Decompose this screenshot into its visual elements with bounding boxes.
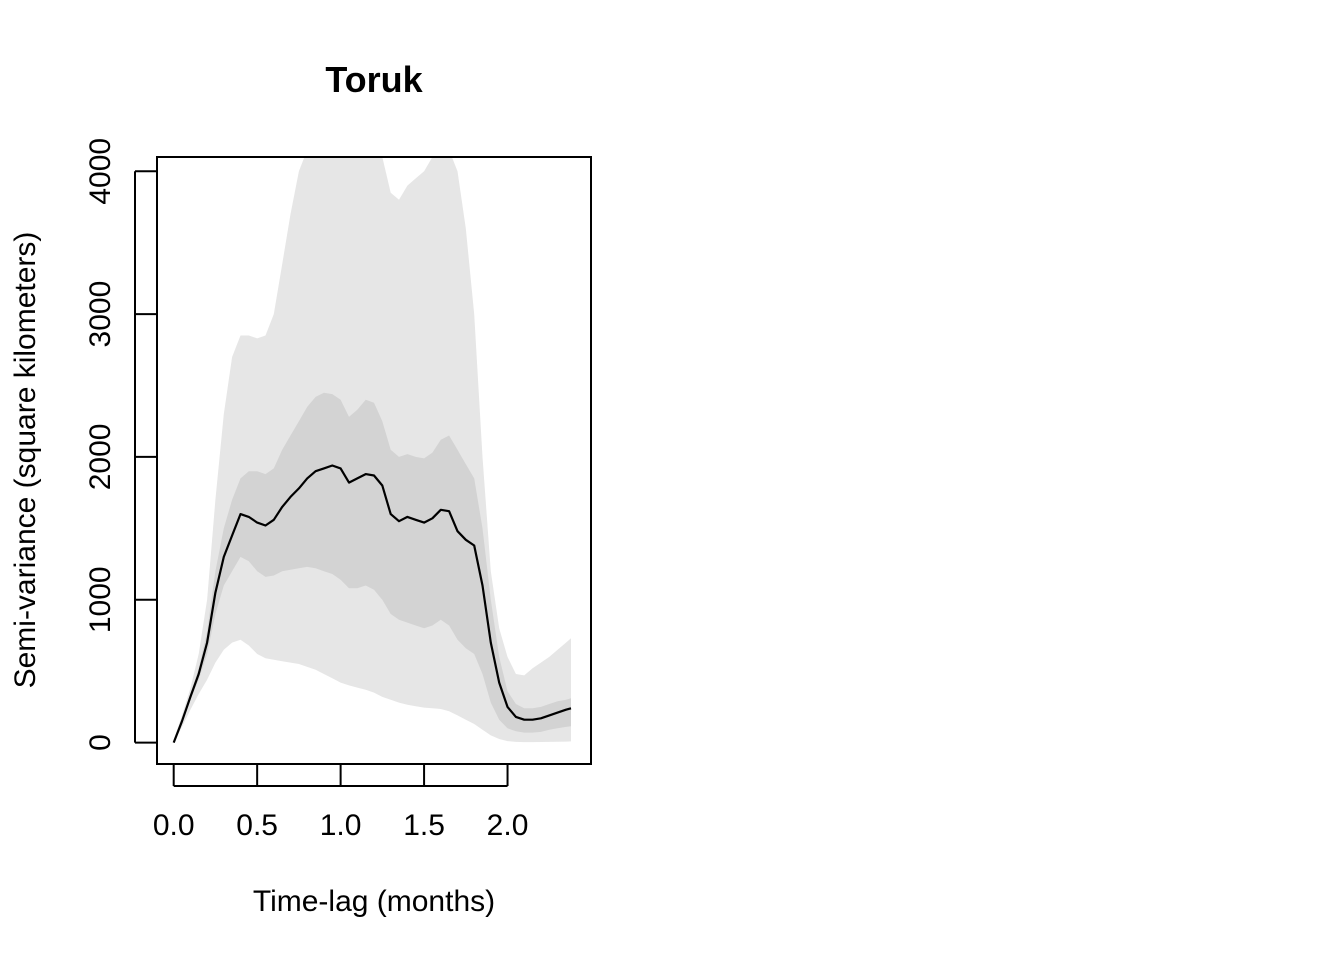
chart-title: Toruk [325,59,423,100]
y-tick-label: 3000 [84,281,117,348]
y-tick-label: 2000 [84,424,117,491]
y-tick-label: 4000 [84,138,117,205]
inner-confidence-band [173,392,571,743]
x-tick-label: 0.5 [236,809,278,842]
y-tick-label: 0 [84,734,117,751]
x-tick-label: 1.0 [320,809,362,842]
y-tick-label: 1000 [84,566,117,633]
semivariance-estimate-line [172,464,572,743]
x-tick-label: 2.0 [487,809,529,842]
x-axis: 0.0 0.5 1.0 1.5 2.0 [153,764,529,842]
x-tick-label: 1.5 [403,809,445,842]
plot-region [172,157,572,743]
y-axis-label: Semi-variance (square kilometers) [9,232,42,689]
x-tick-label: 0.0 [153,809,195,842]
y-axis: 0 1000 2000 3000 4000 [84,138,157,751]
x-axis-label: Time-lag (months) [253,885,495,918]
plot-frame [156,156,592,765]
